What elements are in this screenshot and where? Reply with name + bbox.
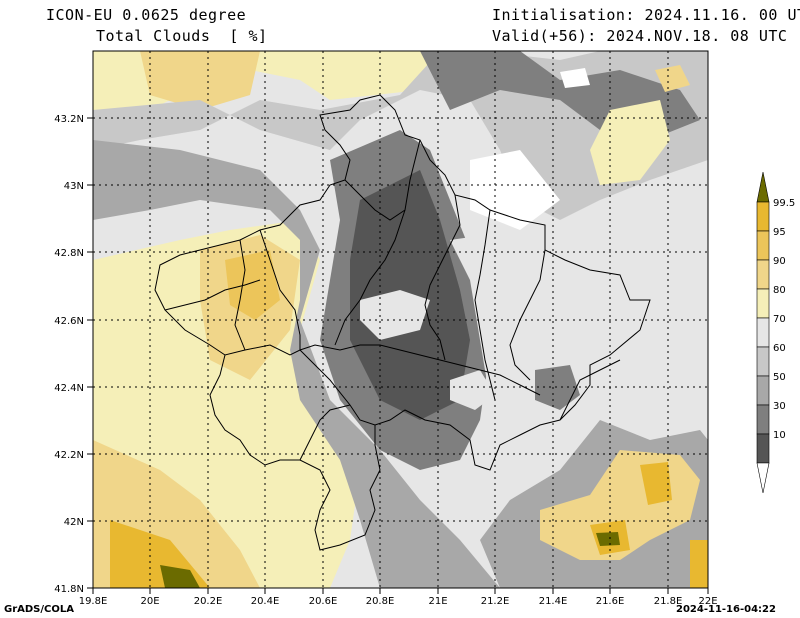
border-internal-8 xyxy=(259,229,301,350)
lat-label: 42.2N xyxy=(54,450,84,461)
lon-label: 20.8E xyxy=(366,596,395,607)
lon-label: 22E xyxy=(698,596,717,607)
init-time: Initialisation: 2024.11.16. 00 UTC xyxy=(492,6,800,24)
border-internal-3 xyxy=(334,139,421,346)
border-internal-5 xyxy=(474,209,496,401)
legend-swatch xyxy=(756,317,770,348)
border-internal-4 xyxy=(424,194,461,361)
legend-label: 60 xyxy=(773,343,786,354)
border-internal-11 xyxy=(559,359,621,421)
cloud-area-orange-ne xyxy=(655,65,690,92)
legend-bottom-arrow xyxy=(756,462,770,494)
lat-label: 42.4N xyxy=(54,383,84,394)
legend-label: 30 xyxy=(773,401,786,412)
model-title: ICON-EU 0.0625 degree xyxy=(46,6,247,24)
border-southwest xyxy=(209,354,381,551)
lat-label: 42N xyxy=(64,517,84,528)
valid-time: Valid(+56): 2024.NOV.18. 08 UTC xyxy=(492,27,788,45)
cloud-area-orange-se-4 xyxy=(690,540,708,588)
cloud-area-dark-east xyxy=(535,365,580,410)
border-internal-7 xyxy=(234,239,246,351)
axis-ticks xyxy=(87,117,709,594)
lon-label: 21.2E xyxy=(481,596,510,607)
lon-label: 21.6E xyxy=(596,596,625,607)
border-outline xyxy=(154,94,651,471)
lon-label: 21.8E xyxy=(654,596,683,607)
lon-label: 19.8E xyxy=(79,596,108,607)
legend-label: 10 xyxy=(773,430,786,441)
lat-label: 43N xyxy=(64,181,84,192)
legend-label: 95 xyxy=(773,227,786,238)
legend-swatch xyxy=(756,346,770,377)
legend-label: 50 xyxy=(773,372,786,383)
cloud-field xyxy=(93,51,708,588)
legend-label: 90 xyxy=(773,256,786,267)
footer-right: 2024-11-16-04:22 xyxy=(676,604,776,615)
border-internal-2 xyxy=(299,344,541,396)
legend-swatch xyxy=(756,375,770,406)
cloud-clear-2 xyxy=(360,290,430,340)
border-internal-9 xyxy=(164,279,261,311)
legend-swatch xyxy=(756,201,770,232)
lon-label: 20.2E xyxy=(194,596,223,607)
legend-swatch xyxy=(756,433,770,464)
cloud-area-olive-se xyxy=(596,532,620,546)
lon-label: 21.4E xyxy=(539,596,568,607)
legend-swatch xyxy=(756,288,770,319)
cloud-area-olive-south xyxy=(160,565,200,588)
color-legend: 99.5 95 90 80 70 60 50 30 10 xyxy=(756,171,795,494)
cloud-clear-4 xyxy=(560,68,590,88)
lat-label: 42.6N xyxy=(54,316,84,327)
border-internal-10 xyxy=(344,179,406,221)
legend-label: 80 xyxy=(773,285,786,296)
legend-label: 70 xyxy=(773,314,786,325)
footer-left: GrADS/COLA xyxy=(4,604,74,615)
region-borders xyxy=(154,94,651,551)
legend-swatch xyxy=(756,230,770,261)
cloud-area-orange-se-3 xyxy=(640,462,672,505)
lat-labels: 43.2N 43N 42.8N 42.6N 42.4N 42.2N 42N 41… xyxy=(54,114,84,595)
lat-label: 42.8N xyxy=(54,248,84,259)
cloud-clear-1 xyxy=(470,150,560,230)
lon-labels: 19.8E 20E 20.2E 20.4E 20.6E 20.8E 21E 21… xyxy=(79,596,718,607)
lat-label: 43.2N xyxy=(54,114,84,125)
border-internal-1 xyxy=(299,404,351,461)
legend-swatch xyxy=(756,259,770,290)
lon-label: 21E xyxy=(428,596,447,607)
cloud-area-yellow-ne xyxy=(590,100,670,185)
lon-label: 20.6E xyxy=(309,596,338,607)
cloud-area-orange-2 xyxy=(225,250,280,320)
legend-swatch xyxy=(756,404,770,435)
cloud-area-orange-north xyxy=(140,51,260,110)
legend-label: 99.5 xyxy=(773,198,795,209)
variable-title: Total Clouds [ %] xyxy=(96,27,268,45)
cloud-area-gray-band-west xyxy=(93,140,500,588)
lon-label: 20.4E xyxy=(251,596,280,607)
cloud-clear-3 xyxy=(450,370,495,410)
lon-label: 20E xyxy=(140,596,159,607)
lat-label: 41.8N xyxy=(54,584,84,595)
grid-lines xyxy=(93,51,708,588)
legend-top-arrow xyxy=(756,171,770,203)
